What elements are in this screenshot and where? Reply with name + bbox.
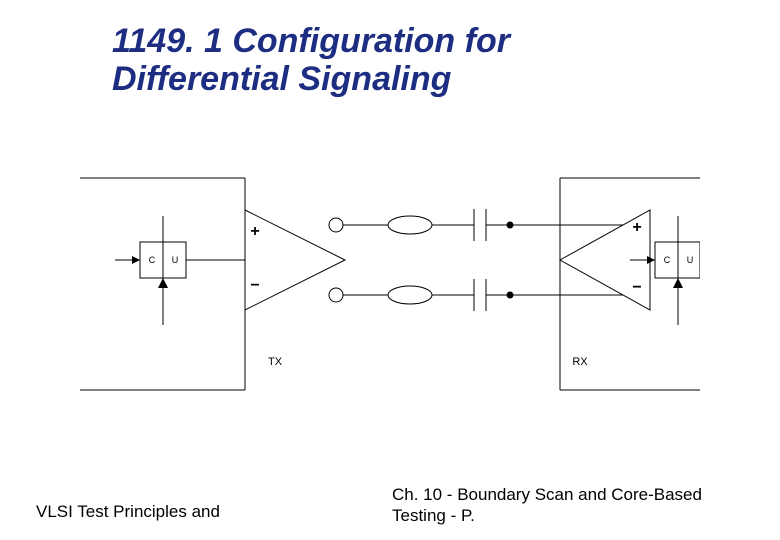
slide-title: 1149. 1 Configuration for Differential S…	[112, 22, 510, 98]
svg-text:C: C	[664, 255, 671, 265]
svg-text:−: −	[632, 279, 641, 296]
svg-text:C: C	[149, 255, 156, 265]
svg-text:RX: RX	[572, 356, 588, 368]
footer-left-text: VLSI Test Principles and	[36, 502, 220, 522]
svg-text:−: −	[250, 277, 259, 294]
footer-right-line-2: Testing - P.	[392, 506, 475, 525]
svg-text:U: U	[172, 255, 179, 265]
footer-right-line-1: Ch. 10 - Boundary Scan and Core-Based	[392, 485, 702, 504]
svg-text:U: U	[687, 255, 694, 265]
footer-right-text: Ch. 10 - Boundary Scan and Core-Based Te…	[392, 484, 762, 527]
svg-text:+: +	[250, 223, 259, 240]
svg-text:+: +	[632, 219, 641, 236]
differential-signaling-diagram: + − TX + − RX C U C U	[80, 170, 700, 410]
svg-text:TX: TX	[268, 356, 283, 368]
